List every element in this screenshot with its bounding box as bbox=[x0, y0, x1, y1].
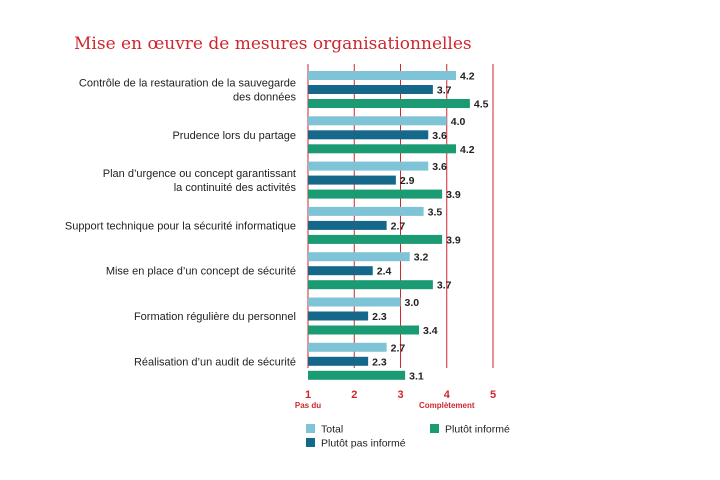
bar bbox=[308, 116, 447, 126]
bar bbox=[308, 161, 429, 171]
category-label: Plan d’urgence ou concept garantissant bbox=[103, 168, 296, 180]
bar-value-label: 3.7 bbox=[437, 280, 452, 292]
bar bbox=[308, 220, 387, 230]
x-tick-label: 2 bbox=[351, 389, 357, 401]
bar-value-label: 3.9 bbox=[446, 234, 461, 246]
legend-swatch bbox=[306, 424, 315, 433]
bar bbox=[308, 370, 406, 380]
bar-value-label: 4.2 bbox=[460, 144, 475, 156]
bar bbox=[308, 71, 456, 80]
legend-label: Plutôt pas informé bbox=[321, 438, 406, 450]
bar-value-label: 3.2 bbox=[414, 252, 429, 264]
bar bbox=[308, 280, 433, 290]
bar-value-label: 3.9 bbox=[446, 189, 461, 201]
legend-swatch bbox=[430, 424, 439, 433]
bar bbox=[308, 85, 433, 94]
bar bbox=[308, 175, 396, 185]
category-label: Mise en place d’un concept de sécurité bbox=[106, 266, 296, 278]
legend-swatch bbox=[306, 438, 315, 447]
category-label: Prudence lors du partage bbox=[172, 130, 296, 142]
bar bbox=[308, 266, 373, 276]
bar bbox=[308, 206, 424, 216]
bar-value-label: 2.4 bbox=[377, 266, 392, 278]
chart-title: Mise en œuvre de mesures organisationnel… bbox=[74, 34, 472, 54]
bar bbox=[308, 297, 401, 307]
bar-value-label: 2.3 bbox=[372, 356, 387, 368]
bar-value-label: 4.2 bbox=[460, 71, 475, 83]
x-tick-label: 4 bbox=[444, 389, 451, 401]
bar-value-label: 4.0 bbox=[451, 116, 466, 128]
bar-value-label: 2.7 bbox=[391, 220, 406, 232]
chart-category-labels: Contrôle de la restauration de la sauveg… bbox=[65, 78, 297, 369]
category-label: des données bbox=[233, 92, 296, 104]
bar-value-label: 3.1 bbox=[409, 370, 424, 382]
category-label: la continuité des activités bbox=[174, 182, 297, 194]
bar-value-label: 3.7 bbox=[437, 85, 452, 97]
chart-grid bbox=[307, 64, 494, 368]
bar-value-label: 3.6 bbox=[432, 130, 447, 142]
bar bbox=[308, 234, 443, 244]
chart-legend: Total Plutôt pas informé Plutôt informé bbox=[306, 424, 510, 450]
chart-bars: 4.23.74.54.03.64.23.62.93.93.52.73.93.22… bbox=[308, 71, 489, 382]
bar-value-label: 2.7 bbox=[391, 342, 406, 354]
bar-value-label: 3.0 bbox=[405, 297, 420, 309]
bar bbox=[308, 189, 443, 199]
legend-label: Total bbox=[321, 424, 343, 436]
bar-value-label: 4.5 bbox=[474, 99, 489, 111]
bar-value-label: 2.3 bbox=[372, 311, 387, 323]
bar bbox=[308, 99, 470, 108]
category-label: Formation régulière du personnel bbox=[134, 311, 296, 323]
bar bbox=[308, 356, 369, 366]
bar bbox=[308, 342, 387, 352]
bar-value-label: 3.4 bbox=[423, 325, 438, 337]
category-label: Réalisation d’un audit de sécurité bbox=[134, 356, 296, 368]
bar bbox=[308, 311, 369, 321]
x-tick-label: 1 bbox=[305, 389, 311, 401]
bar-value-label: 3.6 bbox=[432, 161, 447, 173]
chart-x-axis: 1 2 3 4 5 Pas du Complètement bbox=[295, 389, 496, 410]
bar bbox=[308, 252, 410, 262]
category-label: Support technique pour la sécurité infor… bbox=[65, 220, 296, 232]
bar bbox=[308, 325, 419, 335]
x-scale-low-label: Pas du bbox=[295, 401, 321, 410]
x-tick-label: 5 bbox=[490, 389, 496, 401]
category-label: Contrôle de la restauration de la sauveg… bbox=[79, 78, 296, 90]
bar bbox=[308, 130, 429, 140]
x-tick-label: 3 bbox=[397, 389, 403, 401]
bar-value-label: 3.5 bbox=[428, 206, 443, 218]
legend-label: Plutôt informé bbox=[445, 424, 510, 436]
x-scale-high-label: Complètement bbox=[419, 401, 475, 410]
bar bbox=[308, 144, 456, 154]
bar-value-label: 2.9 bbox=[400, 175, 415, 187]
